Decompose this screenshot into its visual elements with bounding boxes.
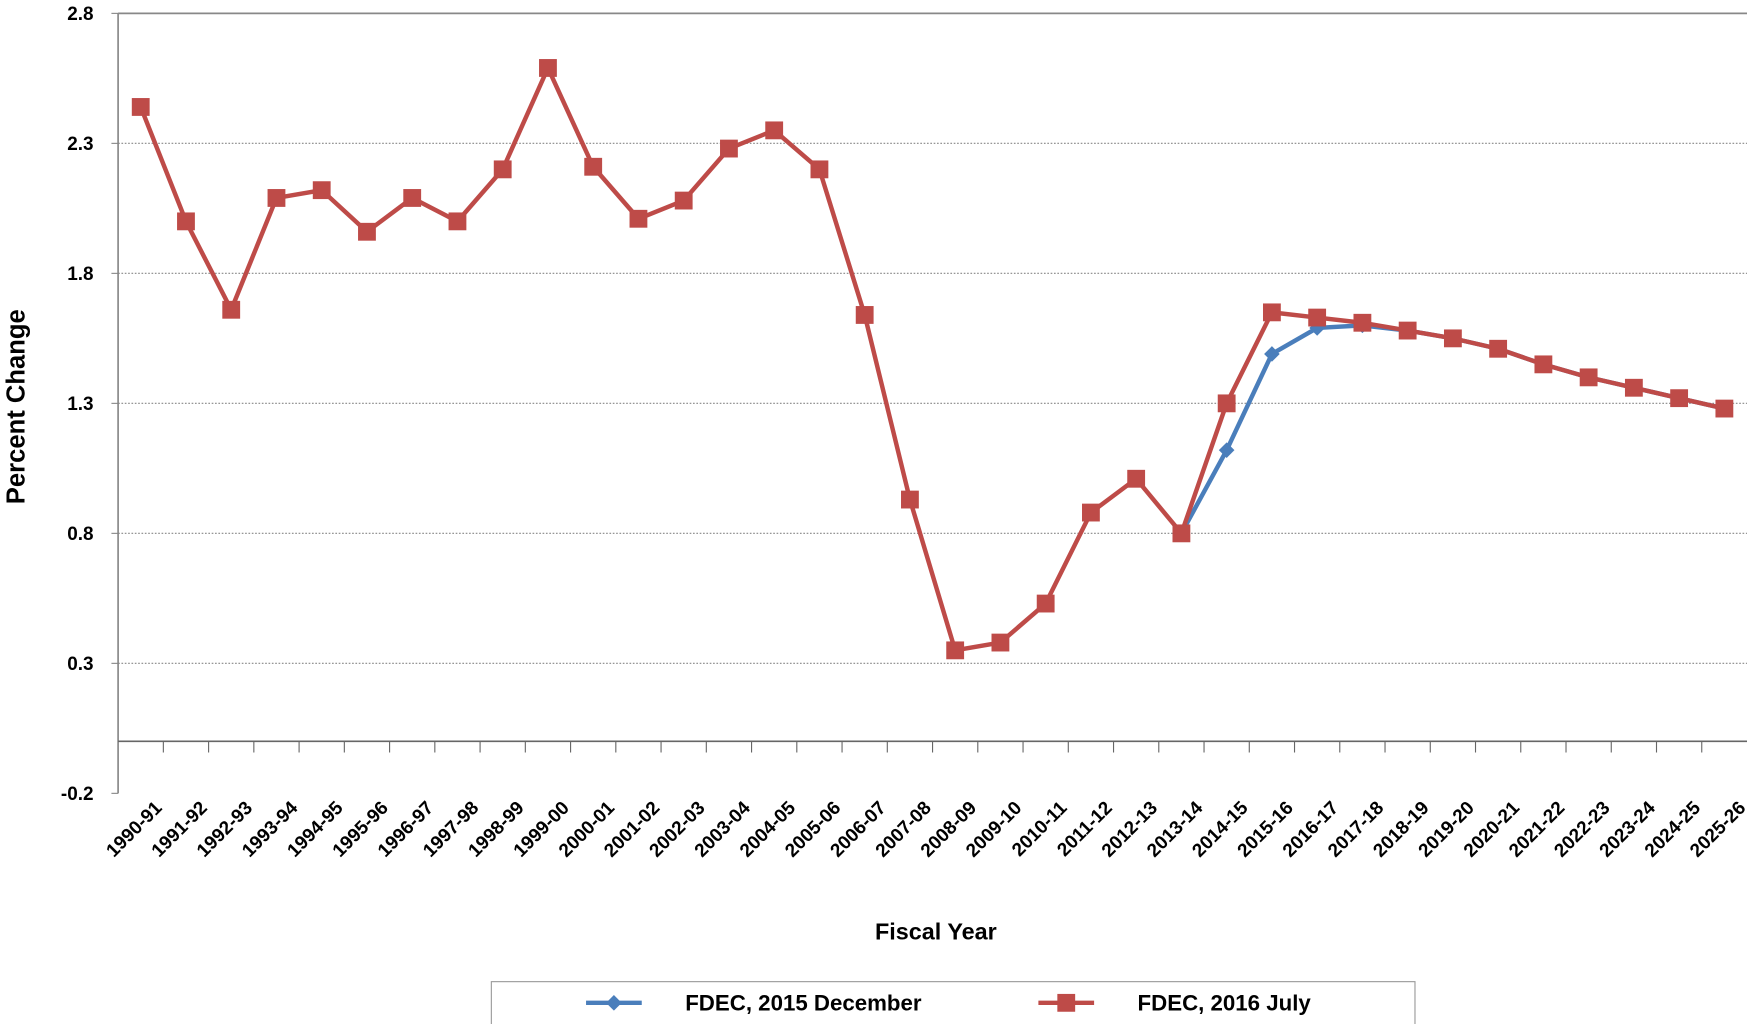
point [1534, 355, 1553, 374]
point [1262, 303, 1281, 322]
y-tick-label: 1.3 [67, 394, 93, 415]
point [901, 490, 919, 509]
point [448, 212, 467, 231]
legend-label: FDEC, 2015 December [685, 991, 922, 1016]
point [312, 181, 331, 200]
y-tick-label: 0.8 [67, 524, 93, 545]
point [584, 157, 603, 176]
point [720, 139, 738, 158]
point [1398, 321, 1417, 340]
point [1082, 503, 1100, 522]
point [493, 160, 512, 179]
point [1172, 524, 1191, 543]
x-axis-label: Fiscal Year [875, 918, 997, 944]
point [267, 189, 286, 207]
point [629, 209, 648, 228]
point [1489, 339, 1508, 358]
point [1217, 394, 1236, 413]
point [222, 300, 241, 319]
point [1715, 399, 1734, 418]
y-tick-label: -0.2 [61, 784, 94, 805]
point [991, 633, 1010, 652]
point [1670, 389, 1689, 408]
point [1036, 594, 1055, 613]
y-tick-label: 0.3 [67, 654, 93, 675]
point [539, 59, 557, 77]
y-tick-label: 2.3 [67, 134, 93, 155]
series-line [1179, 323, 1725, 535]
point [1308, 308, 1327, 327]
point [674, 191, 693, 210]
point [1579, 368, 1598, 387]
point [131, 98, 150, 116]
point [855, 306, 874, 324]
point [1624, 378, 1643, 397]
y-tick-label: 2.8 [67, 4, 93, 25]
point [1443, 329, 1462, 348]
point [765, 121, 784, 140]
legend-label: FDEC, 2016 July [1138, 991, 1312, 1016]
legend-marker [1057, 993, 1076, 1012]
y-tick-label: 1.8 [67, 264, 93, 285]
point [358, 222, 376, 241]
point [177, 212, 195, 231]
point [1127, 469, 1146, 488]
point [1353, 313, 1372, 332]
y-axis-label: Percent Change [3, 309, 31, 504]
point [403, 189, 422, 207]
legend-marker [606, 995, 622, 1011]
series-line [138, 65, 1725, 653]
legend-box [490, 981, 1416, 1024]
point [810, 160, 829, 179]
point [946, 641, 965, 660]
